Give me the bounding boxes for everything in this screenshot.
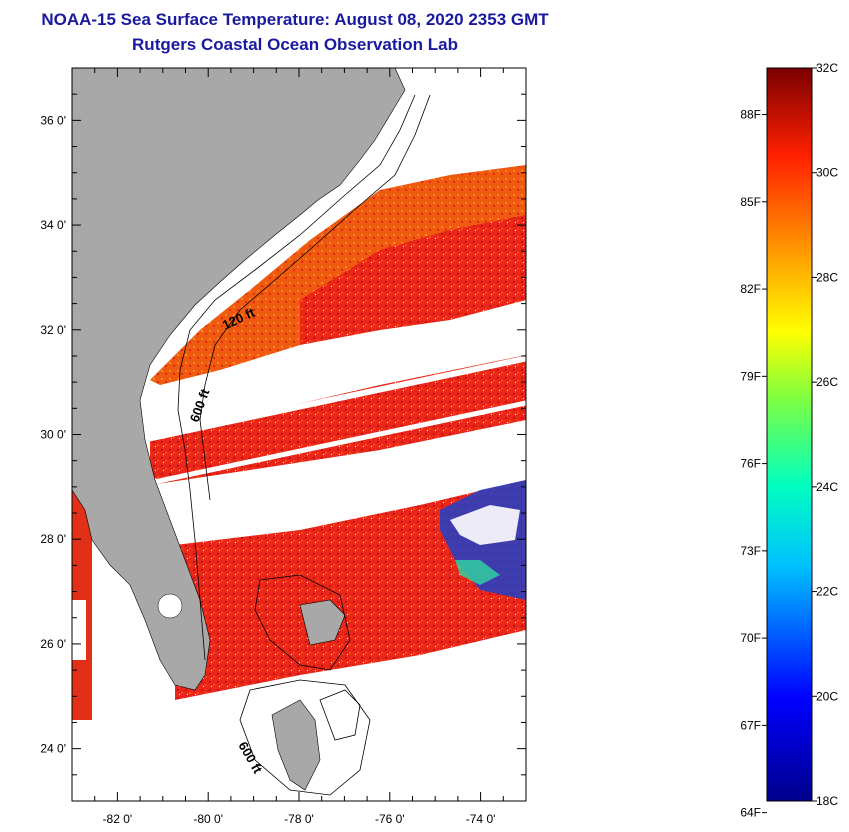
colorbar-fahrenheit-scale: 88F 85F 82F 79F 76F 73F 70F 67F 64F	[740, 108, 767, 820]
lat-tick-label: 30 0'	[40, 428, 66, 442]
lat-tick-label: 28 0'	[40, 532, 66, 546]
colorbar-celsius-label: 18C	[816, 794, 838, 808]
map-title: NOAA-15 Sea Surface Temperature: August …	[41, 10, 549, 29]
colorbar-celsius-label: 22C	[816, 585, 838, 599]
lat-tick-label: 36 0'	[40, 113, 66, 127]
lon-tick-label: -82 0'	[103, 812, 133, 826]
land-layer	[72, 68, 406, 791]
lon-tick-label: -80 0'	[193, 812, 223, 826]
colorbar-fahrenheit-label: 82F	[740, 282, 761, 296]
colorbar-fahrenheit-label: 88F	[740, 108, 761, 122]
colorbar-fahrenheit-label: 85F	[740, 195, 761, 209]
lon-tick-label: -74 0'	[466, 812, 496, 826]
colorbar-celsius-label: 32C	[816, 61, 838, 75]
lon-tick-label: -76 0'	[375, 812, 405, 826]
colorbar-fahrenheit-label: 73F	[740, 544, 761, 558]
colorbar	[766, 67, 813, 802]
sst-swath-south	[175, 480, 526, 700]
lat-tick-label: 24 0'	[40, 742, 66, 756]
colorbar-celsius-label: 20C	[816, 689, 838, 703]
sst-data-layer	[72, 165, 526, 720]
sst-swath-north	[150, 165, 526, 385]
colorbar-fahrenheit-label: 64F	[740, 806, 761, 820]
colorbar-celsius-scale: 32C 30C 28C 26C 24C 22C 20C 18C	[812, 61, 838, 808]
lat-tick-label: 26 0'	[40, 637, 66, 651]
lat-tick-label: 34 0'	[40, 218, 66, 232]
colorbar-celsius-label: 28C	[816, 270, 838, 284]
us-southeast-coast	[72, 68, 406, 691]
lon-tick-label: -78 0'	[284, 812, 314, 826]
grand-bahama-island	[299, 599, 346, 646]
latitude-axis: 36 0' 34 0' 32 0' 30 0' 28 0' 26 0' 24 0'	[40, 67, 526, 802]
colorbar-fahrenheit-label: 76F	[740, 457, 761, 471]
lat-tick-label: 32 0'	[40, 323, 66, 337]
colorbar-celsius-label: 26C	[816, 375, 838, 389]
andros-island	[271, 699, 321, 791]
map-subtitle: Rutgers Coastal Ocean Observation Lab	[132, 35, 458, 54]
sst-swath-north-red	[300, 215, 526, 345]
colorbar-fahrenheit-label: 70F	[740, 631, 761, 645]
sst-swath-middle	[150, 355, 526, 485]
longitude-axis: -82 0' -80 0' -78 0' -76 0' -74 0'	[71, 68, 527, 826]
colorbar-fahrenheit-label: 67F	[740, 718, 761, 732]
bathymetry-contours	[177, 94, 431, 796]
colorbar-celsius-label: 24C	[816, 480, 838, 494]
colorbar-celsius-label: 30C	[816, 166, 838, 180]
colorbar-fahrenheit-label: 79F	[740, 369, 761, 383]
lake-okeechobee	[157, 593, 183, 619]
